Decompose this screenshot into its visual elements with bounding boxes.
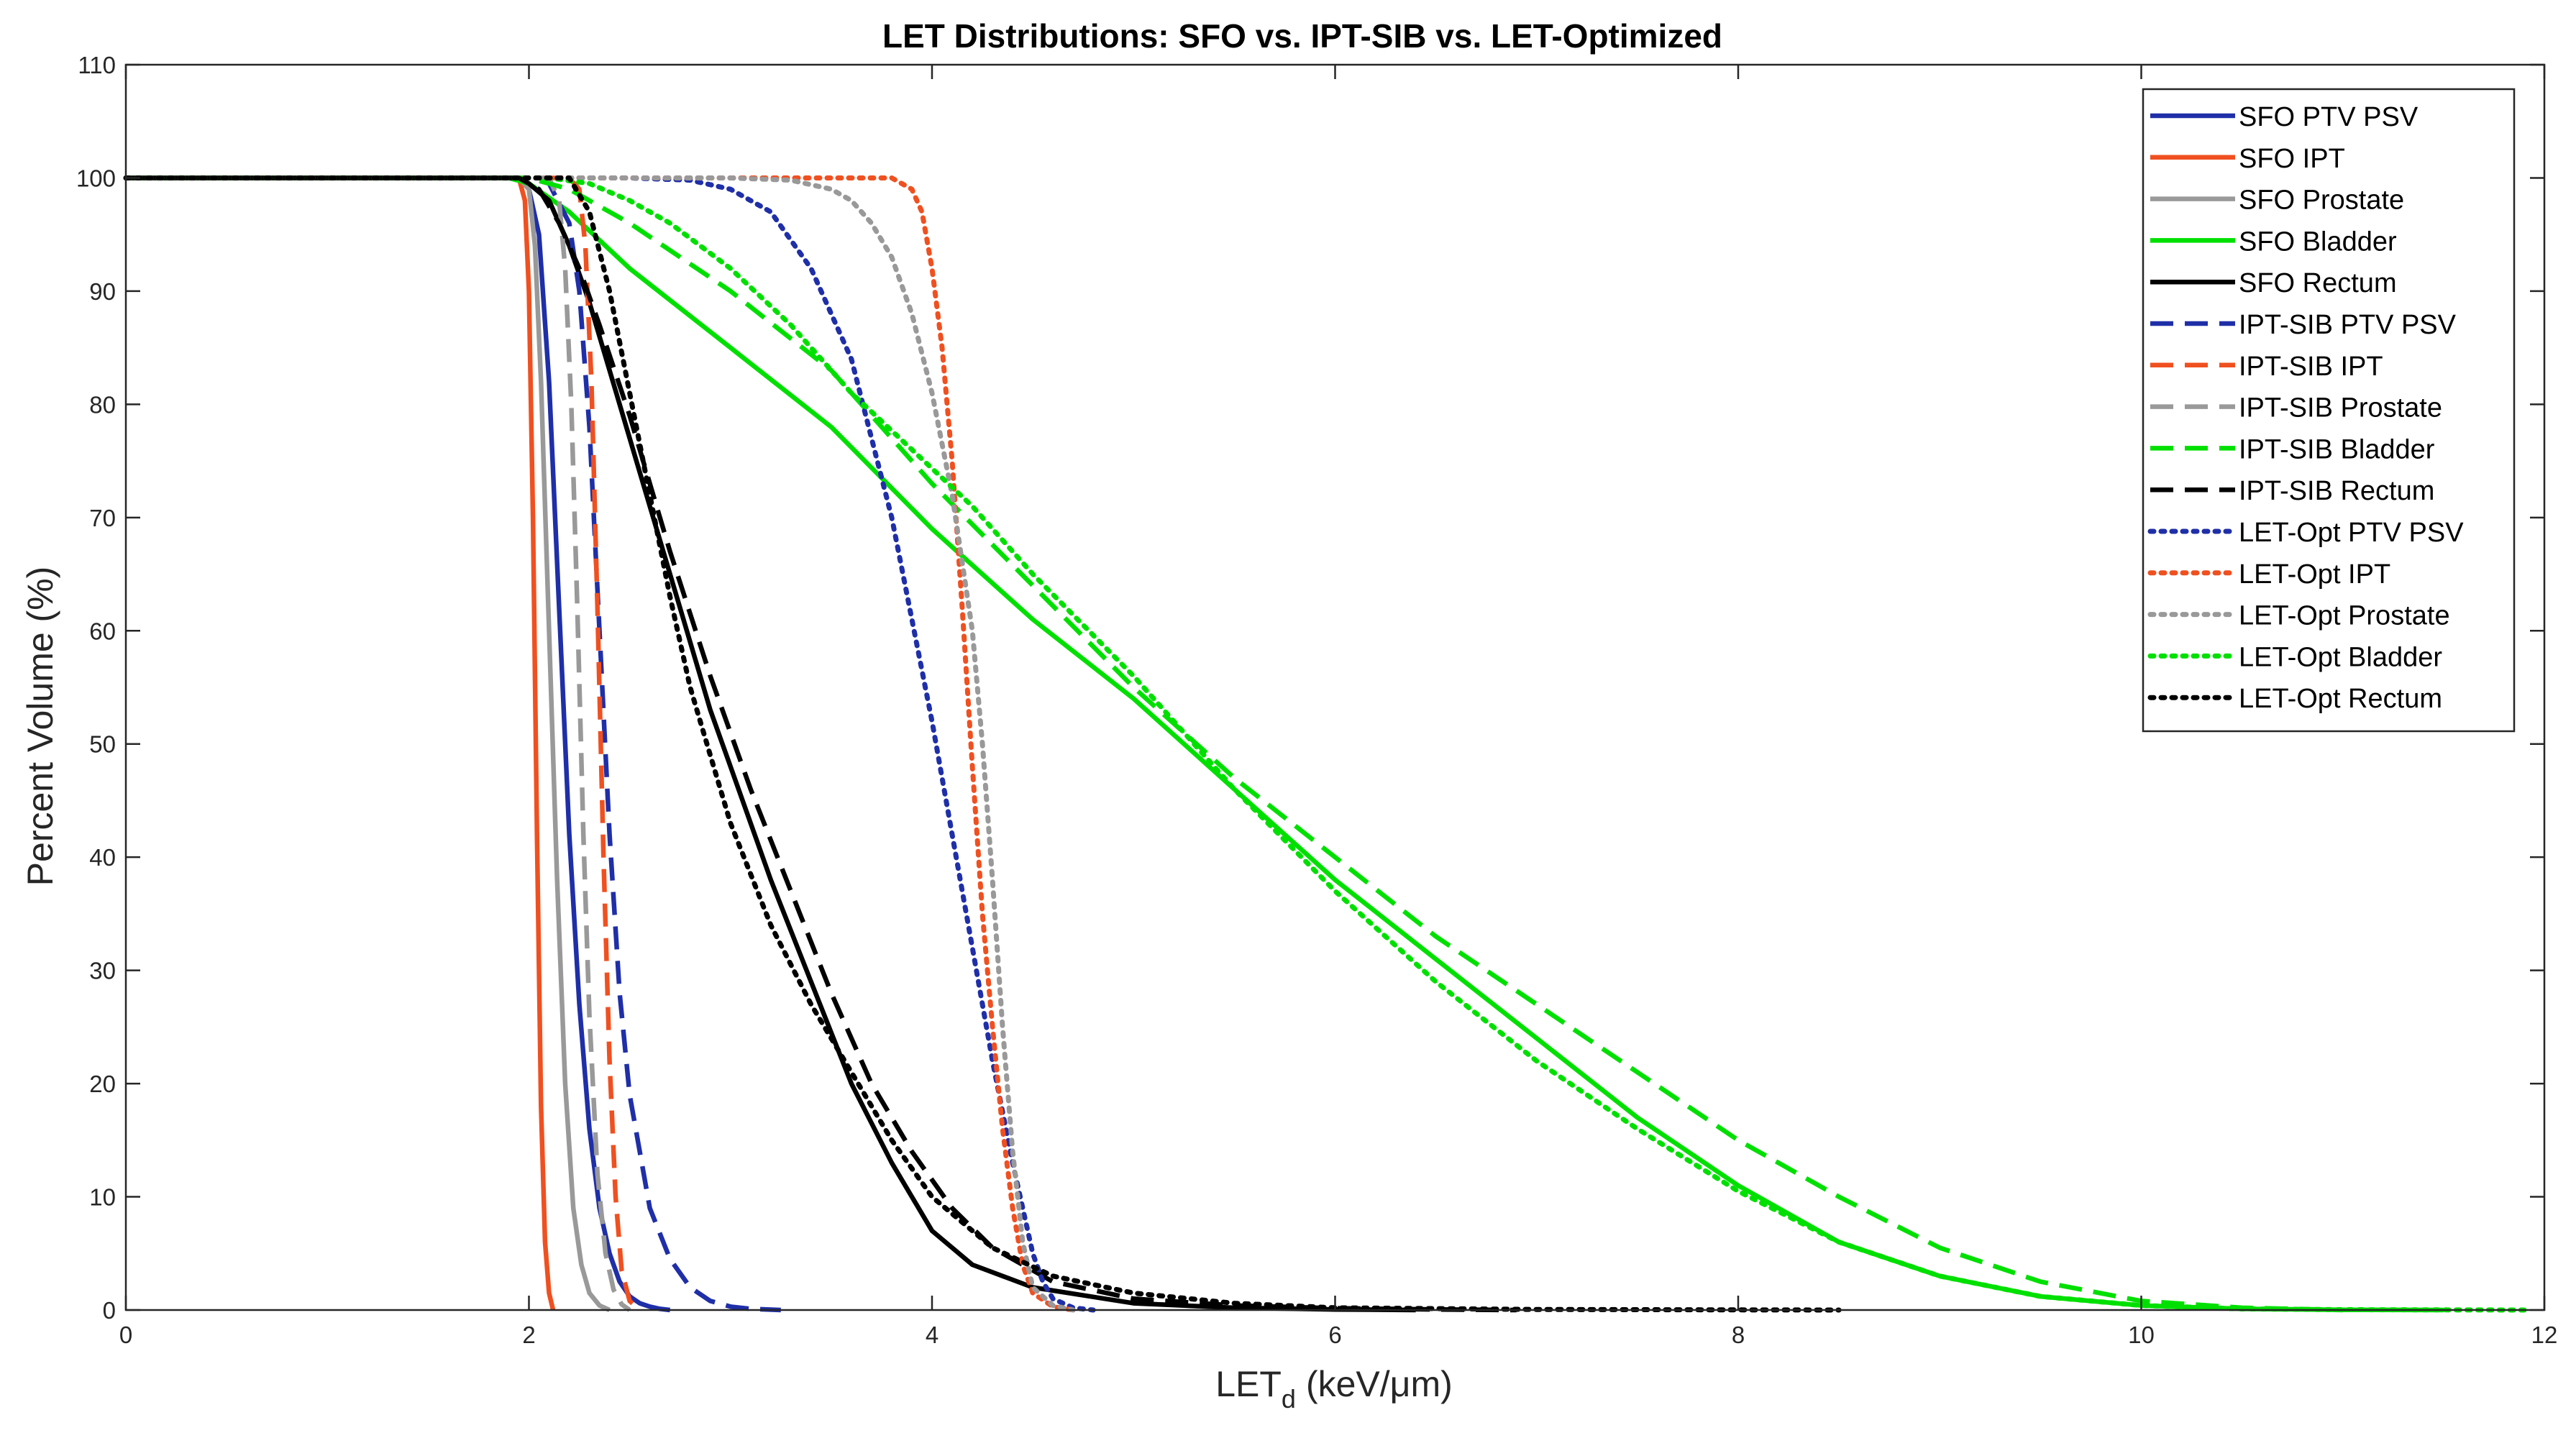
series-layer [123,175,2527,1313]
y-tick-label: 40 [89,844,116,871]
legend-label-7: IPT-SIB Prostate [2239,393,2442,423]
series-line-5 [126,175,781,1313]
y-tick-label: 30 [89,958,116,984]
legend-label-2: SFO Prostate [2239,186,2404,216]
series-line-12 [123,175,1076,1313]
y-tick-label: 110 [78,52,116,78]
legend-label-3: SFO Bladder [2239,226,2397,257]
legend-label-6: IPT-SIB IPT [2239,352,2383,382]
x-axis-label: LETd (keV/μm) [1215,1364,1453,1414]
legend: SFO PTV PSV SFO IPT SFO Prostate SFO Bladde… [2142,88,2516,733]
series-line-2 [126,175,611,1312]
legend-label-0: SFO PTV PSV [2239,102,2419,132]
x-tick-label: 6 [1328,1322,1341,1348]
y-tick-label: 20 [89,1071,116,1097]
x-tick-label: 12 [2531,1322,2558,1348]
series-line-11 [123,175,1076,1313]
x-axis-label-main: LET [1215,1364,1282,1404]
legend-label-8: IPT-SIB Bladder [2239,434,2435,464]
legend-label-1: SFO IPT [2239,144,2345,174]
chart-title: LET Distributions: SFO vs. IPT-SIB vs. L… [882,17,1722,55]
legend-label-5: IPT-SIB PTV PSV [2239,310,2457,340]
series-line-10 [123,175,1096,1313]
x-tick-label: 8 [1732,1322,1745,1348]
x-tick-label: 0 [119,1322,132,1348]
legend-label-14: LET-Opt Rectum [2239,684,2442,714]
series-line-8 [126,175,2343,1313]
legend-label-9: IPT-SIB Rectum [2239,476,2434,506]
y-tick-label: 100 [76,165,116,191]
legend-label-12: LET-Opt Prostate [2239,601,2450,631]
series-line-1 [126,175,556,1311]
legend-label-13: LET-Opt Bladder [2239,642,2442,672]
series-line-0 [126,175,671,1313]
y-tick-label: 70 [89,505,116,531]
y-tick-label: 0 [103,1297,116,1324]
x-tick-label: 10 [2128,1322,2155,1348]
series-line-9 [126,175,1517,1313]
x-axis-label-subscript: d [1282,1384,1296,1414]
x-tick-label: 4 [926,1322,938,1348]
y-tick-label: 50 [89,731,116,758]
y-axis-label: Percent Volume (%) [20,567,60,887]
axes-layer: 0 2 4 6 8 10 12 0 10 20 30 40 50 60 70 80 90 100 110 [76,52,2557,1348]
series-line-13 [123,175,2527,1313]
legend-label-4: SFO Rectum [2239,268,2397,298]
y-tick-label: 60 [89,618,116,644]
y-tick-label: 80 [89,391,116,418]
legend-box [2142,88,2516,733]
x-tick-label: 2 [522,1322,535,1348]
x-axis-label-unit: (keV/μm) [1306,1364,1453,1404]
series-line-14 [123,175,1842,1313]
series-line-7 [126,175,631,1312]
legend-label-10: LET-Opt PTV PSV [2239,518,2464,548]
legend-label-11: LET-Opt IPT [2239,559,2390,590]
y-tick-label: 10 [89,1184,116,1211]
y-tick-label: 90 [89,278,116,305]
